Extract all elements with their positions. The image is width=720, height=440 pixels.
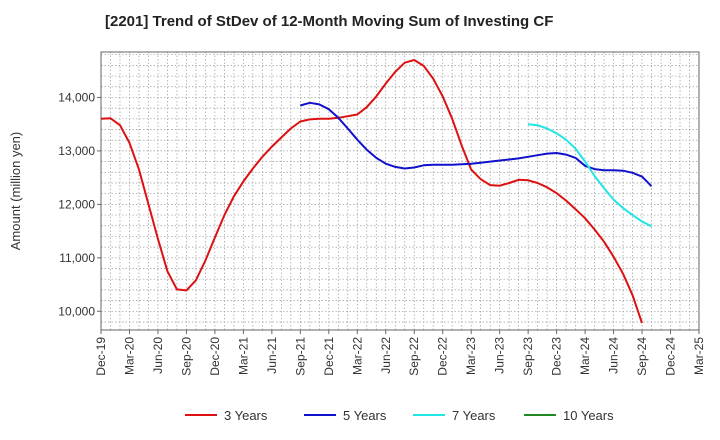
legend-label: 5 Years (343, 408, 387, 423)
y-tick-label: 12,000 (58, 197, 95, 211)
x-tick-label: Dec-21 (322, 337, 336, 376)
legend-label: 7 Years (452, 408, 496, 423)
series-line-7-years (527, 123, 652, 228)
y-axis-label: Amount (million yen) (8, 132, 23, 251)
legend: 3 Years 5 Years 7 Years 10 Years (185, 408, 614, 423)
chart-title: [2201] Trend of StDev of 12-Month Moving… (105, 13, 553, 30)
x-tick-label: Jun-21 (265, 337, 279, 374)
x-tick-label: Mar-23 (464, 337, 478, 375)
x-tick-label: Mar-25 (692, 337, 706, 375)
x-tick-label: Dec-19 (94, 337, 108, 376)
x-tick-label: Dec-20 (208, 337, 222, 376)
series-line-5-years (300, 101, 653, 187)
plot-area-frame (100, 51, 700, 331)
y-tick-label: 13,000 (58, 144, 95, 158)
x-tick-label: Jun-23 (493, 337, 507, 374)
x-tick-label: Dec-23 (550, 337, 564, 376)
x-tick-label: Dec-24 (664, 337, 678, 376)
x-tick-label: Sep-22 (407, 337, 421, 376)
series-lines (100, 59, 653, 324)
legend-label: 10 Years (563, 408, 614, 423)
x-tick-label: Jun-24 (607, 337, 621, 374)
x-tick-label: Mar-20 (122, 337, 136, 375)
x-tick-label: Sep-21 (293, 337, 307, 376)
x-tick-label: Dec-22 (436, 337, 450, 376)
y-axis-ticks: 10,000 11,000 12,000 13,000 14,000 (58, 90, 101, 318)
grid (101, 52, 699, 330)
x-tick-label: Sep-20 (179, 337, 193, 376)
x-tick-label: Sep-24 (635, 337, 649, 376)
x-tick-label: Mar-22 (350, 337, 364, 375)
y-tick-label: 14,000 (58, 90, 95, 104)
legend-label: 3 Years (224, 408, 268, 423)
x-tick-label: Mar-24 (578, 337, 592, 375)
series-line-3-years (100, 59, 643, 324)
x-axis-ticks: Dec-19 Mar-20 Jun-20 Sep-20 Dec-20 Mar-21 Jun-… (94, 330, 706, 376)
y-tick-label: 11,000 (59, 251, 95, 265)
x-tick-label: Jun-20 (151, 337, 165, 374)
x-tick-label: Jun-22 (379, 337, 393, 374)
x-tick-label: Mar-21 (236, 337, 250, 375)
y-tick-label: 10,000 (58, 304, 95, 318)
x-tick-label: Sep-23 (521, 337, 535, 376)
